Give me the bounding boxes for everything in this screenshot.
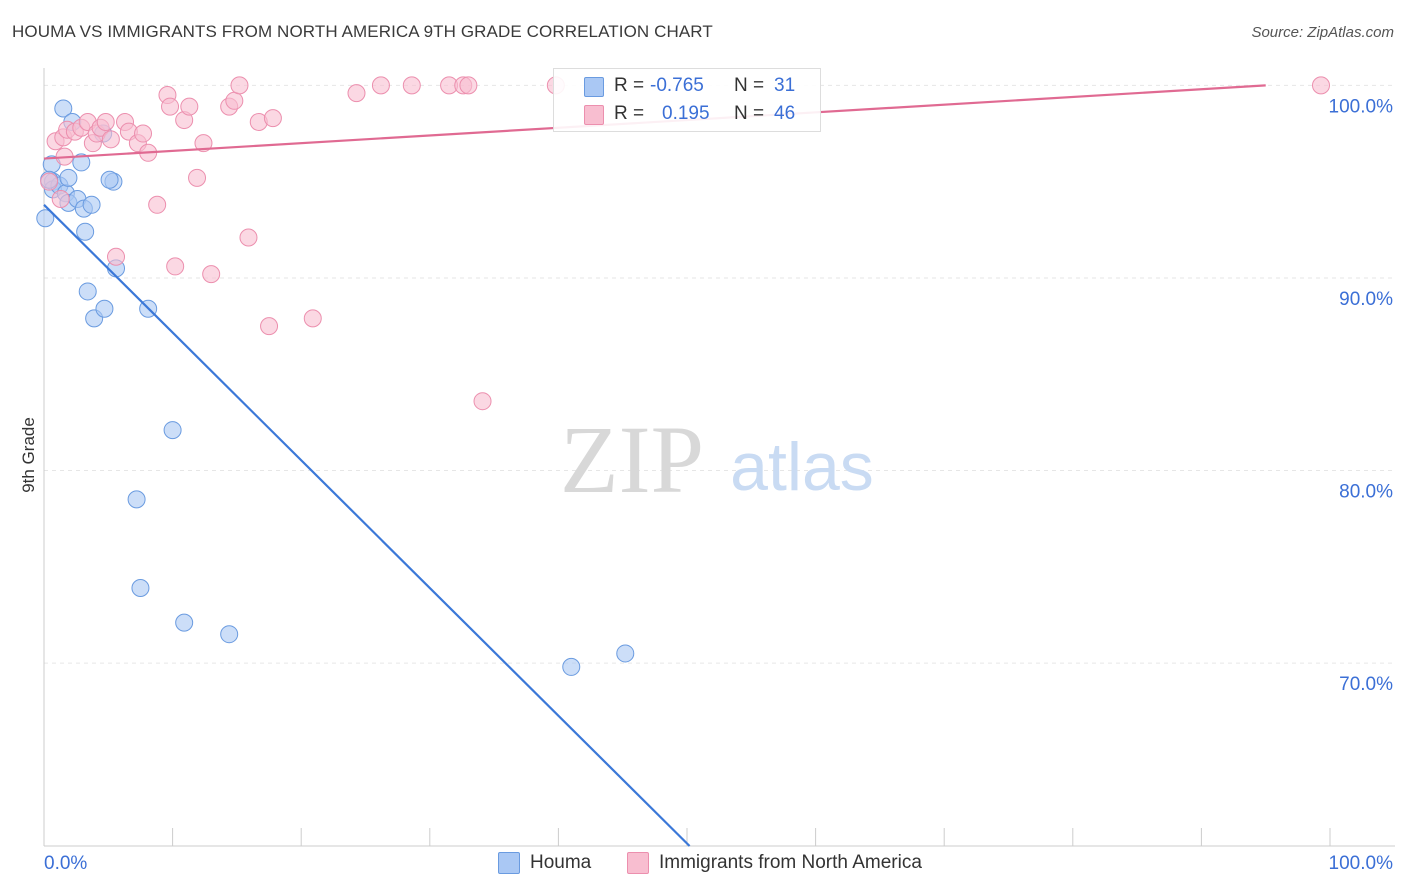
legend-swatch-houma: [584, 77, 604, 97]
immigrants-point: [230, 76, 249, 95]
y-tick-label: 100.0%: [1329, 96, 1394, 117]
legend-r-label: R =: [614, 75, 650, 96]
houma-point: [54, 99, 73, 118]
immigrants-point: [161, 97, 180, 116]
immigrants-point: [1311, 76, 1330, 95]
legend-r-value: -0.765: [650, 75, 704, 96]
legend-n-label: N =: [734, 103, 770, 124]
bottom-legend-houma: Houma: [498, 852, 591, 874]
immigrants-point: [260, 317, 279, 336]
houma-point: [100, 170, 119, 189]
legend-row-houma: R = -0.765 N = 31: [554, 73, 820, 99]
immigrants-point: [371, 76, 390, 95]
stats-legend: R = -0.765 N = 31 R = 0.195 N = 46: [553, 68, 821, 132]
chart-title: HOUMA VS IMMIGRANTS FROM NORTH AMERICA 9…: [12, 22, 713, 41]
immigrants-point: [303, 309, 322, 328]
data-points: [36, 76, 1330, 676]
source-label: Source: ZipAtlas.com: [1251, 24, 1394, 41]
houma-point: [127, 490, 146, 509]
legend-swatch-immigrants: [584, 105, 604, 125]
immigrants-point: [40, 172, 59, 191]
houma-point: [72, 153, 91, 172]
x-tick-label: 0.0%: [44, 853, 87, 874]
axes: [43, 68, 1395, 847]
immigrants-point: [107, 247, 126, 266]
bottom-swatch-houma: [498, 852, 520, 874]
legend-r-value: 0.195: [662, 103, 710, 124]
immigrants-point: [402, 76, 421, 95]
bottom-legend-immigrants: Immigrants from North America: [627, 852, 922, 874]
watermark-atlas: atlas: [730, 429, 874, 505]
legend-row-immigrants: R = 0.195 N = 46: [554, 101, 820, 127]
houma-point: [59, 168, 78, 187]
immigrants-point: [188, 168, 207, 187]
houma-point: [163, 421, 182, 440]
houma-point: [76, 222, 95, 241]
houma-trend-line: [43, 204, 691, 847]
grid-lines: [44, 84, 1395, 664]
x-tick-label: 100.0%: [1329, 853, 1394, 874]
axis-labels: 70.0% 80.0% 90.0% 100.0% 0.0% 100.0% 9th Grade: [19, 96, 1393, 874]
houma-point: [175, 613, 194, 632]
immigrants-point: [180, 97, 199, 116]
houma-point: [220, 625, 239, 644]
immigrants-point: [202, 265, 221, 284]
immigrants-point: [473, 392, 492, 411]
immigrants-point: [194, 134, 213, 153]
immigrants-point: [459, 76, 478, 95]
immigrants-point: [134, 124, 153, 143]
immigrants-point: [225, 91, 244, 110]
legend-r-label: R =: [614, 103, 650, 124]
immigrants-point: [166, 257, 185, 276]
immigrants-point: [101, 130, 120, 149]
bottom-legend-label-houma: Houma: [530, 852, 592, 873]
houma-point: [562, 657, 581, 676]
immigrants-point: [347, 84, 366, 103]
y-tick-label: 70.0%: [1339, 674, 1393, 695]
legend-n-label: N =: [734, 75, 770, 96]
y-tick-label: 80.0%: [1339, 482, 1393, 503]
bottom-swatch-immigrants: [627, 852, 649, 874]
legend-n-value: 46: [774, 103, 796, 124]
houma-point: [82, 195, 101, 214]
immigrants-point: [148, 195, 167, 214]
immigrants-point: [263, 109, 282, 128]
houma-point: [36, 209, 55, 228]
watermark-zip: ZIP: [560, 406, 704, 513]
y-axis-title: 9th Grade: [19, 417, 38, 493]
houma-point: [95, 299, 114, 318]
y-tick-label: 90.0%: [1339, 289, 1393, 310]
immigrants-point: [96, 112, 115, 131]
houma-point: [78, 282, 97, 301]
bottom-legend-label-immigrants: Immigrants from North America: [659, 852, 922, 873]
legend-n-value: 31: [774, 75, 796, 96]
immigrants-point: [51, 190, 70, 209]
houma-point: [131, 578, 150, 597]
immigrants-point: [239, 228, 258, 247]
houma-point: [616, 644, 635, 663]
